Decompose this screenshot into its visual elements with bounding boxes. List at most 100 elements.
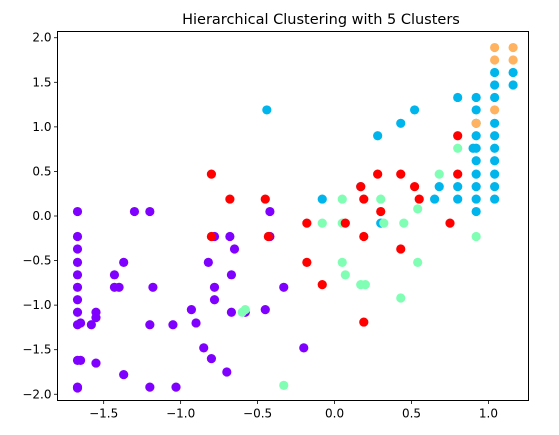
scatter-point — [260, 194, 270, 204]
scatter-point — [490, 143, 500, 153]
scatter-point — [206, 354, 217, 364]
scatter-point — [72, 295, 83, 305]
scatter-point — [72, 257, 83, 267]
scatter-point — [413, 204, 423, 214]
scatter-point — [490, 67, 500, 78]
x-axis: −1.5 −1.0 −0.5 0.0 0.5 1.0 — [89, 400, 498, 421]
scatter-point — [490, 42, 500, 53]
scatter-point — [490, 118, 500, 128]
scatter-point — [240, 304, 250, 315]
scatter-point — [471, 181, 481, 192]
scatter-point — [209, 282, 220, 292]
scatter-point — [490, 80, 500, 90]
scatter-point — [471, 118, 481, 128]
scatter-point — [317, 218, 327, 228]
scatter-point — [145, 320, 155, 330]
scatter-point — [340, 270, 350, 280]
x-tick-label: 0.0 — [325, 407, 344, 421]
y-tick-label: −1.0 — [22, 298, 51, 312]
scatter-point — [263, 231, 273, 242]
scatter-point — [75, 355, 86, 365]
scatter-point — [373, 169, 383, 179]
scatter-point — [225, 231, 235, 242]
scatter-point — [119, 370, 129, 380]
scatter-point — [359, 231, 369, 242]
scatter-point — [299, 343, 309, 353]
scatter-point — [226, 307, 237, 317]
y-tick-label: 0.0 — [32, 209, 51, 223]
x-tick-label: 0.5 — [402, 407, 421, 421]
y-tick-label: 1.5 — [32, 75, 51, 89]
scatter-point — [145, 206, 155, 217]
scatter-point — [414, 194, 424, 204]
scatter-point — [508, 67, 518, 78]
scatter-point — [191, 318, 201, 328]
scatter-point — [471, 143, 481, 153]
scatter-point — [471, 169, 481, 179]
scatter-point — [225, 194, 235, 204]
scatter-point — [490, 156, 500, 166]
scatter-point — [360, 280, 370, 290]
scatter-point — [226, 270, 237, 280]
scatter-point — [262, 105, 272, 115]
scatter-point — [434, 169, 444, 179]
y-axis: −2.0 −1.5 −1.0 −0.5 0.0 0.5 1.0 1.5 2.0 — [22, 31, 58, 401]
y-tick-label: −0.5 — [22, 254, 51, 268]
x-tick-label: −0.5 — [243, 407, 272, 421]
scatter-point — [109, 270, 120, 280]
scatter-point — [206, 231, 217, 242]
scatter-point — [72, 282, 83, 292]
scatter-point — [114, 282, 124, 292]
scatter-point — [279, 380, 289, 390]
scatter-point — [317, 280, 327, 290]
scatter-point — [490, 92, 500, 103]
scatter-point — [410, 105, 420, 115]
scatter-point — [396, 118, 406, 128]
scatter-point — [302, 218, 312, 228]
scatter-point — [453, 169, 463, 179]
scatter-point — [72, 307, 83, 317]
x-tick-label: −1.0 — [166, 407, 195, 421]
scatter-point — [72, 231, 83, 242]
scatter-point — [471, 194, 481, 204]
scatter-point — [490, 131, 500, 141]
scatter-point — [186, 304, 197, 315]
scatter-point — [337, 194, 347, 204]
scatter-point — [356, 181, 366, 192]
scatter-point — [508, 55, 518, 65]
scatter-point — [379, 218, 389, 228]
scatter-point — [396, 244, 406, 254]
scatter-point — [453, 143, 463, 153]
scatter-point — [302, 257, 312, 267]
scatter-point — [171, 382, 181, 392]
scatter-point — [72, 383, 83, 393]
scatter-point — [434, 181, 444, 192]
scatter-point — [86, 320, 96, 330]
scatter-point — [75, 318, 86, 328]
scatter-point — [279, 282, 289, 292]
scatter-point — [396, 293, 406, 303]
scatter-point — [260, 304, 270, 315]
scatter-point — [229, 244, 240, 254]
scatter-point — [445, 218, 455, 228]
y-tick-label: 0.5 — [32, 164, 51, 178]
scatter-point — [376, 206, 386, 217]
scatter-point — [72, 244, 83, 254]
scatter-point — [453, 194, 463, 204]
scatter-point — [359, 194, 369, 204]
scatter-point — [209, 295, 220, 305]
scatter-point — [373, 131, 383, 141]
y-tick-label: 2.0 — [32, 31, 51, 45]
y-tick-label: −1.5 — [22, 343, 51, 357]
scatter-point — [410, 181, 420, 192]
scatter-point — [471, 231, 481, 242]
scatter-point — [490, 169, 500, 179]
scatter-point — [471, 156, 481, 166]
scatter-point — [490, 194, 500, 204]
scatter-point — [91, 313, 101, 323]
scatter-point — [508, 80, 518, 90]
scatter-point — [129, 206, 140, 217]
scatter-point — [508, 42, 518, 53]
scatter-point — [168, 320, 178, 330]
